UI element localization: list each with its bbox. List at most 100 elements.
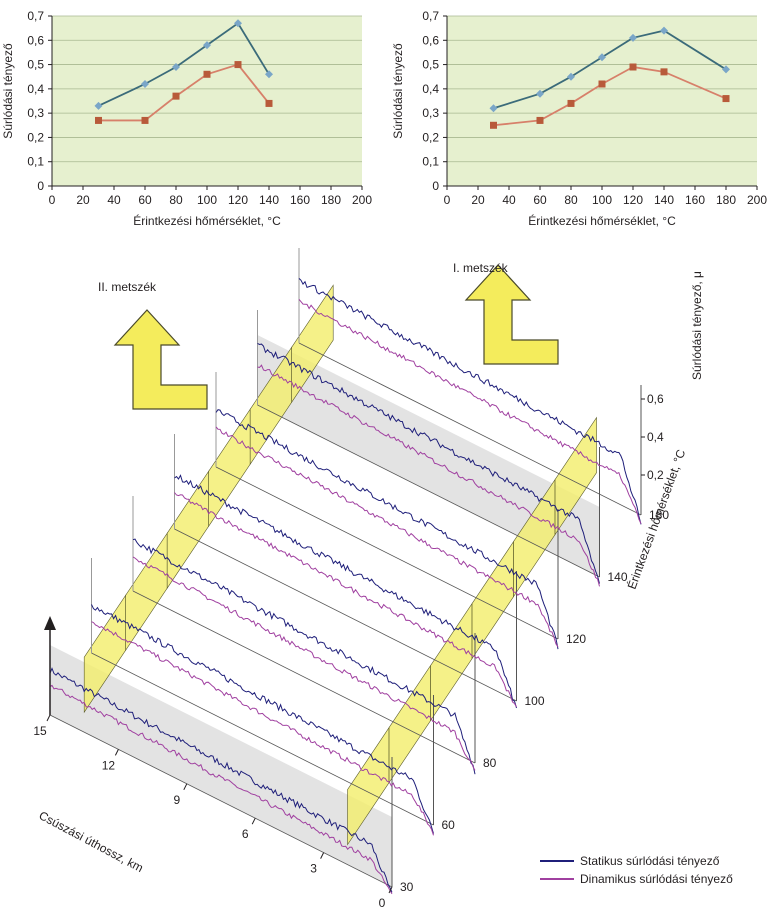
distance-tick-mark <box>183 783 188 791</box>
temperature-baseline <box>298 342 642 516</box>
right-ytick-label: 0,2 <box>422 130 439 144</box>
left-ytick-label: 0,5 <box>27 58 44 72</box>
right-series-0-point <box>536 89 544 98</box>
second-section-band <box>249 346 293 466</box>
right-ytick-label: 0,5 <box>422 58 439 72</box>
right-series-0-point <box>629 33 637 42</box>
left-series-1-point <box>203 70 211 78</box>
chart-left: 0 0,1 0,2 0,3 0,4 0,5 0,6 0,7 0 20 40 60 80 100 120 140… <box>1 9 372 228</box>
dynamic-trace <box>298 298 642 524</box>
right-ytick-label: 0 <box>432 179 439 193</box>
right-ytick-label: 0,7 <box>422 9 439 23</box>
static-trace <box>174 474 517 709</box>
first-section-band <box>388 664 431 784</box>
temperature-axis-label: Érintkezési hőmérséklet, °C <box>624 447 689 591</box>
right-series-1-point <box>490 121 497 129</box>
temperature-tick-label: 100 <box>525 694 545 708</box>
dynamic-trace <box>49 684 393 895</box>
temperature-baseline <box>174 528 517 702</box>
temperature-plane <box>257 335 600 577</box>
right-series-0-point <box>722 65 730 74</box>
chart-right: 0 0,1 0,2 0,3 0,4 0,5 0,6 0,7 0 20 40 60 80 100 120 140… <box>391 9 767 228</box>
second-section-band <box>166 470 209 590</box>
distance-tick-label: 12 <box>102 758 116 772</box>
left-ytick-label: 0,6 <box>27 33 44 47</box>
left-series-0-point <box>265 70 273 79</box>
left-xtick-label: 120 <box>228 193 248 207</box>
right-xtick-label: 100 <box>592 193 612 207</box>
left-xtick-label: 80 <box>169 193 183 207</box>
first-section-label: I. metszék <box>453 261 509 275</box>
second-section-band <box>125 532 168 652</box>
left-series-0-point <box>203 41 211 50</box>
right-series-1-point <box>536 116 544 124</box>
left-series-0-point <box>172 63 180 71</box>
dynamic-trace <box>91 621 434 836</box>
distance-tick-label: 6 <box>242 827 249 841</box>
left-ytick-label: 0,7 <box>27 9 44 23</box>
right-xtick-label: 40 <box>502 193 516 207</box>
first-section-band <box>347 726 390 846</box>
right-xtick-label: 60 <box>533 193 547 207</box>
temperature-baseline <box>91 652 434 826</box>
distance-tick-mark <box>251 817 256 825</box>
legend-label-static: Statikus súrlódási tényező <box>580 854 720 868</box>
first-section-band <box>554 416 597 536</box>
distance-axis-label: Csúszási úthossz, km <box>37 808 146 875</box>
left-series-0-point <box>141 80 149 88</box>
first-section-band <box>430 602 473 722</box>
left-xtick-label: 180 <box>321 193 341 207</box>
distance-tick-label: 9 <box>173 793 180 807</box>
mu-tick-label: 0,6 <box>647 392 664 406</box>
right-ylabel: Súrlódási tényező <box>391 43 405 139</box>
left-xtick-label: 200 <box>352 193 372 207</box>
left-series-1-line <box>98 63 270 122</box>
temperature-tick-label: 140 <box>608 570 628 584</box>
distance-tick-label: 3 <box>310 862 317 876</box>
distance-tick-mark <box>46 714 51 722</box>
second-section-band <box>83 594 126 714</box>
left-ytick-label: 0,1 <box>27 155 44 169</box>
left-series-1-point <box>172 92 180 100</box>
legend-item-static: Statikus súrlódási tényező <box>540 852 733 870</box>
right-xlabel: Érintkezési hőmérséklet, °C <box>528 213 676 228</box>
temperature-tick-label: 60 <box>442 818 456 832</box>
left-xtick-label: 20 <box>76 193 90 207</box>
temperature-tick-label: 180 <box>649 508 669 522</box>
temperature-plane <box>50 645 392 887</box>
temperature-tick-label: 120 <box>566 632 586 646</box>
right-xtick-label: 80 <box>564 193 578 207</box>
right-ytick-label: 0,6 <box>422 33 439 47</box>
temperature-baseline <box>49 714 393 888</box>
right-plot-area <box>447 16 757 186</box>
left-ytick-label: 0,2 <box>27 130 44 144</box>
left-series-1-point <box>234 61 242 69</box>
temperature-baseline <box>257 404 600 578</box>
dynamic-trace <box>132 556 476 771</box>
left-ytick-label: 0,3 <box>27 106 44 120</box>
right-series-0-point <box>567 72 575 81</box>
left-xtick-label: 40 <box>107 193 121 207</box>
legend-item-dynamic: Dinamikus súrlódási tényező <box>540 870 733 888</box>
left-ytick-label: 0,4 <box>27 82 44 96</box>
static-trace <box>132 538 476 775</box>
right-ytick-label: 0,3 <box>422 106 439 120</box>
right-ytick-label: 0,4 <box>422 82 439 96</box>
dynamic-trace <box>174 492 517 708</box>
right-xtick-label: 200 <box>747 193 767 207</box>
temperature-tick-label: 30 <box>400 880 414 894</box>
left-series-0-point <box>234 19 242 28</box>
left-xtick-label: 140 <box>259 193 279 207</box>
distance-tick-mark <box>320 852 325 859</box>
first-section-arrow <box>464 264 559 365</box>
right-series-1-point <box>722 95 730 103</box>
distance-tick-mark <box>388 886 393 894</box>
left-xtick-label: 160 <box>290 193 310 207</box>
mu-tick-label: 0,4 <box>647 430 664 444</box>
mu-axis-label: Súrlódási tényező, μ <box>690 271 704 380</box>
legend-swatch-static <box>540 860 574 862</box>
static-trace <box>215 409 559 650</box>
left-series-0-point <box>94 101 103 110</box>
second-section-label: II. metszék <box>98 280 157 294</box>
left-ytick-label: 0 <box>37 179 44 193</box>
